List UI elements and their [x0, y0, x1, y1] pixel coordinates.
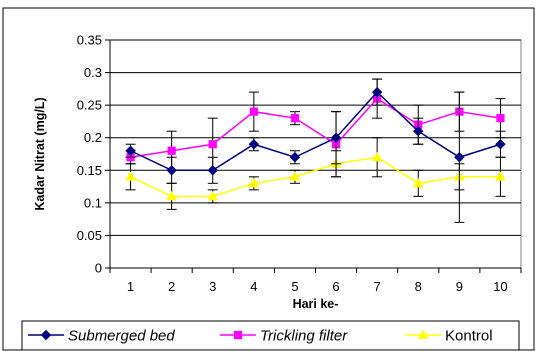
y-axis-title: Kadar Nitrat (mg/L) [33, 97, 47, 210]
series-line [130, 91, 501, 172]
data-point [495, 171, 506, 181]
y-tick-label: 0.1 [84, 195, 102, 210]
data-point [454, 152, 465, 163]
data-point [248, 139, 260, 150]
data-point [289, 152, 301, 163]
legend-marker [233, 330, 243, 340]
series-line [130, 156, 501, 198]
y-tick-label: 0.2 [84, 130, 102, 145]
data-point [330, 132, 342, 143]
x-axis-title: Hari ke- [293, 297, 339, 311]
legend-label: Kontrol [445, 328, 493, 345]
x-tick-label: 8 [415, 279, 422, 294]
data-point [413, 125, 424, 137]
legend-label: Trickling filter [260, 328, 348, 345]
legend: Submerged bed Trickling filter Kontrol [21, 320, 520, 351]
data-point [290, 114, 300, 123]
data-point [125, 171, 136, 181]
y-tick-label: 0.25 [77, 98, 102, 113]
data-point [289, 171, 301, 181]
y-tick-label: 0.15 [77, 163, 102, 178]
data-point [125, 145, 136, 156]
legend-item-kontrol: Kontrol [405, 328, 493, 345]
series [125, 78, 506, 223]
plot-area [109, 39, 522, 269]
data-point [207, 190, 219, 201]
data-point [166, 165, 177, 176]
legend-label: Submerged bed [68, 328, 175, 345]
y-tick-label: 0 [95, 261, 102, 276]
data-point [207, 165, 218, 176]
data-point [167, 146, 176, 155]
x-tick-label: 9 [456, 279, 463, 294]
data-point [248, 177, 260, 188]
data-point [166, 190, 178, 201]
legend-marker [40, 329, 52, 341]
legend-item-submerged-bed: Submerged bed [28, 328, 175, 345]
x-tick-label: 1 [127, 279, 134, 294]
x-tick-label: 2 [168, 279, 175, 294]
data-point [496, 114, 505, 123]
y-tick-label: 0.35 [77, 33, 102, 48]
data-point [208, 140, 217, 149]
series-line [130, 97, 501, 158]
axes: 0 0.05 0.1 0.15 0.2 0.25 0.3 0.35 1 2 3 4 5 6 7 8 9 10 [77, 33, 522, 294]
data-point [249, 107, 258, 116]
series-submerged-bed [125, 78, 506, 223]
data-point [412, 177, 424, 188]
x-tick-label: 5 [291, 279, 298, 294]
legend-item-trickling-filter: Trickling filter [220, 328, 348, 345]
data-point [371, 86, 383, 98]
y-tick-label: 0.05 [77, 228, 102, 243]
data-point [495, 139, 506, 150]
x-tick-label: 4 [250, 279, 257, 294]
x-tick-label: 7 [374, 279, 381, 294]
y-tick-label: 0.3 [84, 65, 102, 80]
x-tick-label: 10 [493, 279, 507, 294]
legend-marker [417, 329, 429, 339]
x-tick-label: 3 [209, 279, 216, 294]
x-tick-label: 6 [332, 279, 339, 294]
series-kontrol [125, 137, 506, 210]
data-point [371, 151, 383, 162]
